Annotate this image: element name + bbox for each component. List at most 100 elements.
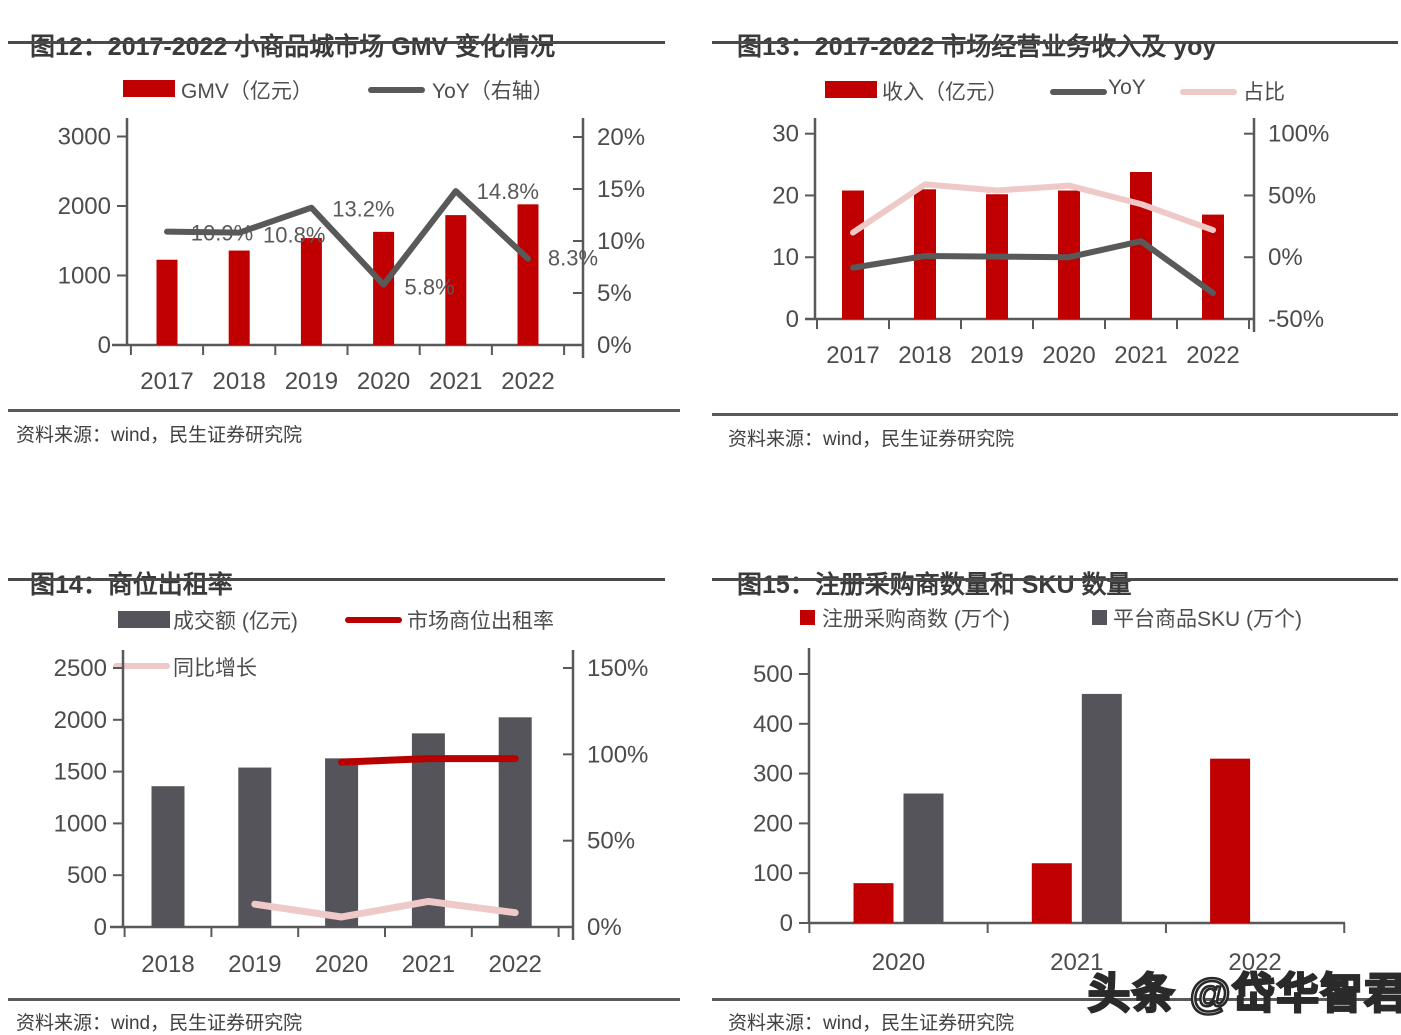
fig14-bar-2019 [238, 767, 272, 927]
fig12-line [164, 188, 531, 288]
fig15-left-tick-label: 100 [753, 860, 793, 887]
fig14-left-tick-label: 0 [94, 914, 107, 941]
fig15-x-label-2020: 2020 [872, 949, 925, 976]
fig15-bar-2020 [853, 883, 894, 923]
fig12-point-label: 14.8% [477, 179, 539, 204]
fig13-right-tick-label: 0% [1268, 244, 1303, 271]
fig14-x-label-2021: 2021 [402, 951, 455, 978]
fig12-source-divider [8, 409, 680, 412]
fig13-left-tick-label: 0 [786, 306, 799, 333]
fig13-x-label-2020: 2020 [1042, 342, 1095, 369]
fig13-left-tick-label: 20 [772, 182, 799, 209]
fig15-left-tick-label: 200 [753, 810, 793, 837]
fig12-left-tick-label: 3000 [58, 124, 111, 151]
watermark: 头条 @岱华智君 [1087, 969, 1401, 1019]
fig14-x-label-2019: 2019 [228, 951, 281, 978]
fig15-title: 图15：注册采购商数量和 SKU 数量 [737, 570, 1132, 599]
fig15-left-tick-label: 0 [780, 910, 793, 937]
fig15-bar-2020 [903, 793, 944, 923]
fig12-right-tick-label: 20% [597, 124, 645, 151]
fig15-legend-label: 平台商品SKU (万个) [1113, 608, 1302, 631]
fig12-point-label: 10.9% [191, 221, 253, 246]
fig12-bar-2019 [300, 238, 322, 345]
fig13-legend-swatch-line [1180, 89, 1237, 95]
fig13-x-label-2019: 2019 [970, 342, 1023, 369]
fig12-x-label-2019: 2019 [285, 368, 338, 395]
fig14-legend-swatch-line [345, 617, 402, 623]
fig12-source: 资料来源：wind，民生证券研究院 [16, 425, 303, 446]
fig12-legend-label: YoY（右轴） [432, 80, 554, 103]
fig13-source-divider [712, 413, 1398, 416]
fig13-legend-label: YoY [1108, 76, 1146, 99]
fig15-left-tick-label: 500 [753, 661, 793, 688]
fig15-legend-swatch-square [800, 610, 815, 625]
fig13-right-tick-label: -50% [1268, 306, 1324, 333]
fig12-x-label-2022: 2022 [501, 368, 554, 395]
fig12-legend-label: GMV（亿元） [181, 80, 313, 103]
fig15-plot: 0 100 200 300 400 500 2020 2021 2022 [753, 648, 1346, 976]
fig13-source: 资料来源：wind，民生证券研究院 [728, 429, 1015, 450]
fig14-title-underline [8, 578, 665, 581]
fig13-line [850, 238, 1216, 297]
fig13-line [850, 181, 1216, 236]
fig12-bar-2018 [228, 250, 250, 345]
fig12-left-tick-label: 1000 [58, 263, 111, 290]
fig12-legend-swatch-rect [123, 80, 175, 97]
fig14-x-label-2020: 2020 [315, 951, 368, 978]
fig12-legend-swatch-line [368, 87, 425, 93]
fig12-bar-2020 [373, 231, 395, 345]
fig13-right-tick-label: 100% [1268, 121, 1329, 148]
fig12-left-tick-label: 2000 [58, 193, 111, 220]
fig14-left-tick-label: 2000 [54, 707, 107, 734]
fig14-legend-label: 市场商位出租率 [407, 610, 554, 633]
fig15-legend-label: 注册采购商数 (万个) [822, 608, 1010, 631]
fig13-legend-swatch-rect [825, 81, 877, 98]
fig14-legend-swatch-line [113, 663, 170, 669]
fig15-bar-2022 [1210, 758, 1251, 923]
fig14-source-divider [8, 998, 680, 1001]
fig14-x-label-2022: 2022 [489, 951, 542, 978]
fig15-left-tick-label: 400 [753, 711, 793, 738]
fig13-x-label-2022: 2022 [1186, 342, 1239, 369]
fig14-left-tick-label: 1500 [54, 759, 107, 786]
fig14-right-tick-label: 50% [587, 828, 635, 855]
fig14-line [251, 897, 519, 921]
fig12-bar-2022 [517, 204, 539, 345]
fig14-right-tick-label: 0% [587, 914, 622, 941]
fig14-line [338, 755, 519, 766]
fig13-bar-2017 [842, 190, 864, 319]
fig12-right-tick-label: 5% [597, 280, 632, 307]
fig13-x-label-2018: 2018 [898, 342, 951, 369]
fig13-right-tick-label: 50% [1268, 182, 1316, 209]
fig12-plot: 0 1000 2000 3000 0% 5% 10% 15% 20% 10.9% 10.8% 13.2… [58, 118, 645, 395]
fig13-title-underline [712, 41, 1398, 44]
fig15-x-label-2021: 2021 [1050, 949, 1103, 976]
fig13-left-tick-label: 10 [772, 244, 799, 271]
fig12-right-tick-label: 15% [597, 176, 645, 203]
fig12-right-tick-label: 10% [597, 228, 645, 255]
fig13-plot: 0 10 20 30 -50% 0% 50% 100% 2017 2018 2019 2020 2021… [772, 118, 1329, 369]
fig15-bar-2021 [1081, 693, 1122, 923]
fig14-bar-2020 [325, 758, 359, 927]
fig14-plot: 0 500 1000 1500 2000 2500 0% 50% 100% 150% 2018 201… [54, 650, 648, 978]
fig12-x-label-2017: 2017 [140, 368, 193, 395]
fig13-bar-2022 [1202, 214, 1224, 319]
fig13-x-label-2017: 2017 [826, 342, 879, 369]
fig12-point-label: 8.3% [548, 246, 598, 271]
fig12-x-label-2018: 2018 [213, 368, 266, 395]
fig14-legend-label: 同比增长 [173, 657, 257, 680]
fig14-title: 图14：商位出租率 [30, 570, 233, 599]
fig14-left-tick-label: 500 [67, 862, 107, 889]
fig13-legend-swatch-line [1050, 89, 1107, 95]
fig14-legend-swatch-rect [118, 611, 170, 628]
fig14-bar-2022 [498, 717, 532, 927]
fig14-x-label-2018: 2018 [141, 951, 194, 978]
fig14-right-tick-label: 150% [587, 655, 648, 682]
fig14-legend-label: 成交额 (亿元) [173, 610, 298, 633]
fig13-legend-label: 收入（亿元） [882, 81, 1008, 104]
fig14-bar-2018 [151, 786, 185, 927]
fig12-point-label: 5.8% [405, 275, 455, 300]
fig15-source-divider [712, 998, 1398, 1001]
